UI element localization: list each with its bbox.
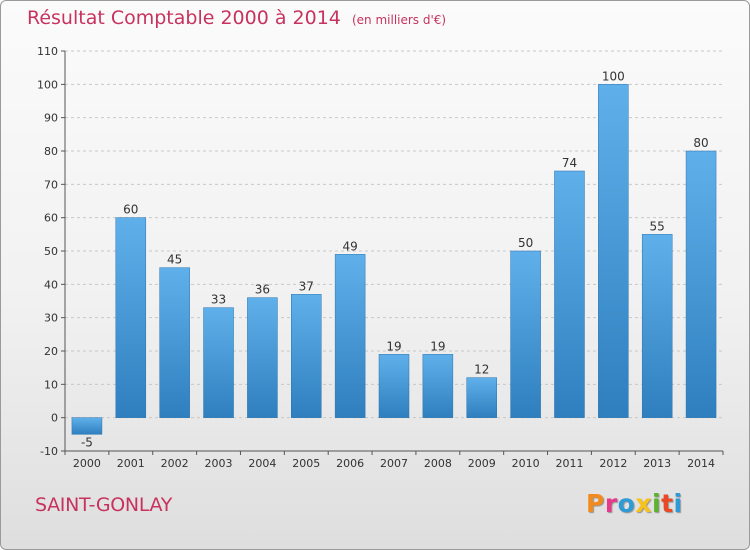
x-tick-label: 2006 bbox=[336, 457, 364, 470]
y-tick-label: 110 bbox=[37, 45, 58, 58]
bar bbox=[71, 417, 103, 435]
x-tick-label: 2005 bbox=[292, 457, 320, 470]
bar bbox=[291, 294, 322, 418]
x-tick-label: 2004 bbox=[248, 457, 276, 470]
data-label: 19 bbox=[430, 339, 445, 353]
bar bbox=[598, 84, 629, 418]
data-label: 80 bbox=[693, 136, 708, 150]
data-label: 37 bbox=[299, 279, 314, 293]
bar bbox=[334, 254, 366, 418]
x-tick-label: 2008 bbox=[424, 457, 452, 470]
x-tick-label: 2007 bbox=[380, 457, 408, 470]
bar bbox=[641, 234, 673, 418]
x-tick-label: 2000 bbox=[73, 457, 101, 470]
x-tick-label: 2014 bbox=[687, 457, 715, 470]
title-block: Résultat Comptable 2000 à 2014 (en milli… bbox=[27, 7, 446, 29]
x-tick-label: 2001 bbox=[117, 457, 145, 470]
bar bbox=[510, 250, 541, 418]
x-tick-label: 2009 bbox=[468, 457, 496, 470]
y-tick-label: 40 bbox=[44, 278, 58, 291]
data-label: 50 bbox=[518, 236, 533, 250]
data-label: 45 bbox=[167, 253, 182, 267]
bar bbox=[554, 170, 585, 418]
data-label: 19 bbox=[386, 339, 401, 353]
y-tick-label: 100 bbox=[37, 78, 58, 91]
proxiti-logo: Proxiti bbox=[586, 489, 683, 518]
x-tick-label: 2011 bbox=[555, 457, 583, 470]
bar bbox=[422, 354, 454, 418]
x-tick-label: 2010 bbox=[512, 457, 540, 470]
data-label: 49 bbox=[342, 239, 357, 253]
y-tick-label: 50 bbox=[44, 245, 58, 258]
data-label: -5 bbox=[81, 435, 93, 449]
data-label: 74 bbox=[562, 156, 577, 170]
chart-subtitle: (en milliers d'€) bbox=[351, 13, 447, 27]
y-tick-label: 60 bbox=[44, 212, 58, 225]
data-label: 36 bbox=[255, 283, 270, 297]
x-tick-label: 2003 bbox=[205, 457, 233, 470]
data-label: 55 bbox=[650, 219, 665, 233]
data-label: 60 bbox=[123, 203, 138, 217]
y-tick-label: 70 bbox=[44, 178, 58, 191]
x-tick-label: 2002 bbox=[161, 457, 189, 470]
bar bbox=[203, 307, 234, 418]
bar bbox=[247, 297, 278, 418]
y-tick-label: 90 bbox=[44, 112, 58, 125]
town-name: SAINT-GONLAY bbox=[35, 494, 173, 516]
y-tick-label: 0 bbox=[51, 412, 58, 425]
y-tick-label: 10 bbox=[44, 378, 58, 391]
y-tick-label: 80 bbox=[44, 145, 58, 158]
bar bbox=[115, 217, 147, 418]
bar bbox=[685, 150, 717, 418]
data-label: 33 bbox=[211, 293, 226, 307]
y-tick-label: -10 bbox=[40, 445, 58, 458]
data-label: 100 bbox=[602, 69, 625, 83]
x-tick-label: 2012 bbox=[599, 457, 627, 470]
x-tick-label: 2013 bbox=[643, 457, 671, 470]
chart-title: Résultat Comptable 2000 à 2014 bbox=[27, 7, 341, 29]
bar bbox=[159, 267, 190, 418]
y-tick-label: 30 bbox=[44, 312, 58, 325]
bar bbox=[466, 377, 497, 418]
y-tick-label: 20 bbox=[44, 345, 58, 358]
bar bbox=[378, 354, 410, 418]
data-label: 12 bbox=[474, 363, 489, 377]
